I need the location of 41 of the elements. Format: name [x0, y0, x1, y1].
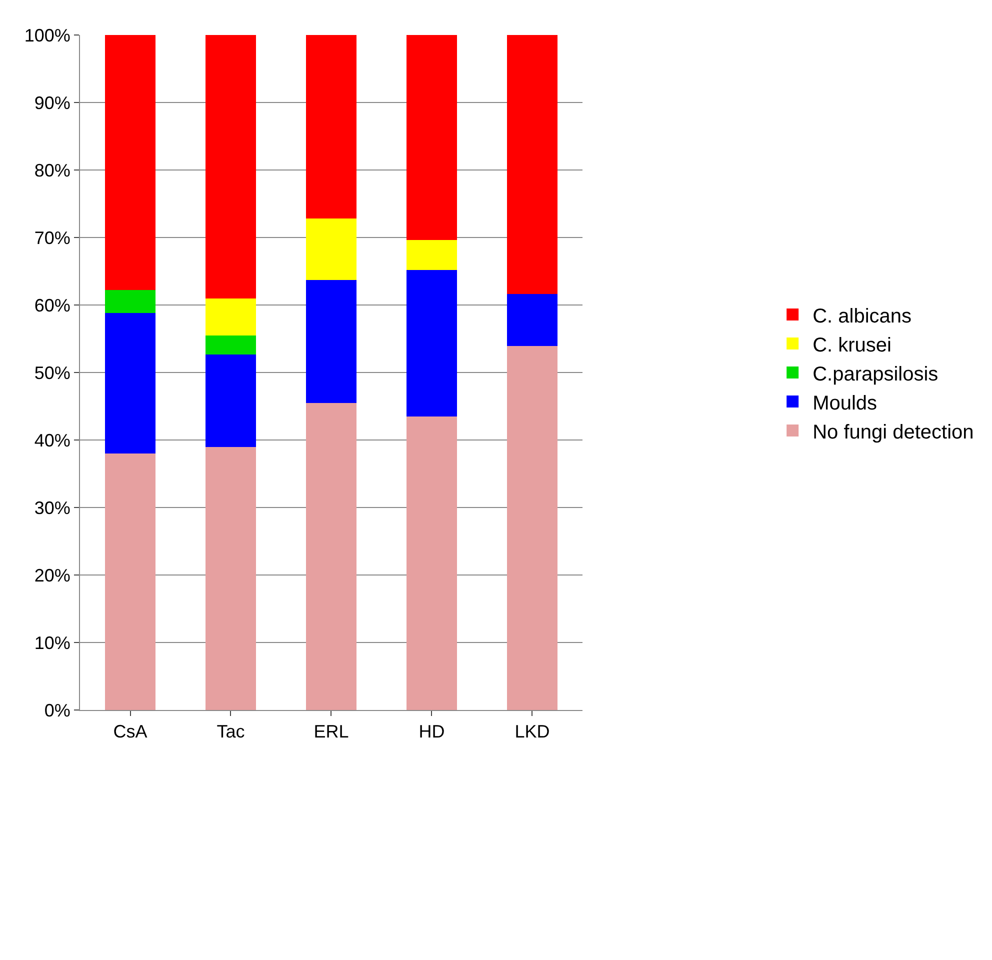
legend-label: C. albicans — [812, 305, 912, 328]
bar — [406, 416, 457, 710]
bar — [206, 298, 256, 336]
bar — [406, 240, 457, 270]
x-tick-label: LKD — [514, 722, 550, 742]
bar — [306, 402, 356, 710]
bar — [507, 346, 558, 710]
legend-label: No fungi detection — [812, 421, 974, 444]
bar — [507, 294, 558, 346]
bar — [206, 335, 256, 354]
bar — [206, 354, 256, 447]
y-tick-label: 40% — [34, 430, 70, 450]
bar — [406, 270, 457, 416]
x-tick-label: HD — [418, 722, 445, 742]
y-tick-label: 90% — [34, 92, 70, 113]
bar — [206, 446, 256, 710]
bar — [306, 280, 356, 403]
bar — [105, 290, 156, 314]
bar — [105, 313, 156, 454]
y-tick-label: 30% — [34, 498, 70, 518]
bar — [105, 454, 156, 710]
y-tick-label: 80% — [34, 160, 70, 180]
y-tick-label: 70% — [34, 228, 70, 248]
x-tick-label: CsA — [113, 722, 148, 742]
bar — [507, 35, 558, 294]
bar — [306, 218, 356, 280]
y-tick-label: 50% — [34, 362, 70, 383]
bar — [406, 35, 457, 240]
y-tick-label: 20% — [34, 565, 70, 586]
legend-label: C.parapsilosis — [812, 363, 938, 386]
y-tick-label: 0% — [44, 700, 70, 720]
bar — [306, 35, 356, 219]
bar — [105, 35, 156, 290]
legend-label: Moulds — [812, 392, 878, 414]
y-tick-label: 10% — [34, 632, 70, 653]
y-tick-label: 60% — [34, 295, 70, 316]
bar — [206, 35, 256, 298]
y-tick-label: 100% — [24, 25, 70, 46]
legend-label: C. krusei — [812, 334, 892, 356]
x-tick-label: ERL — [314, 722, 349, 742]
x-tick-label: Tac — [216, 722, 245, 742]
